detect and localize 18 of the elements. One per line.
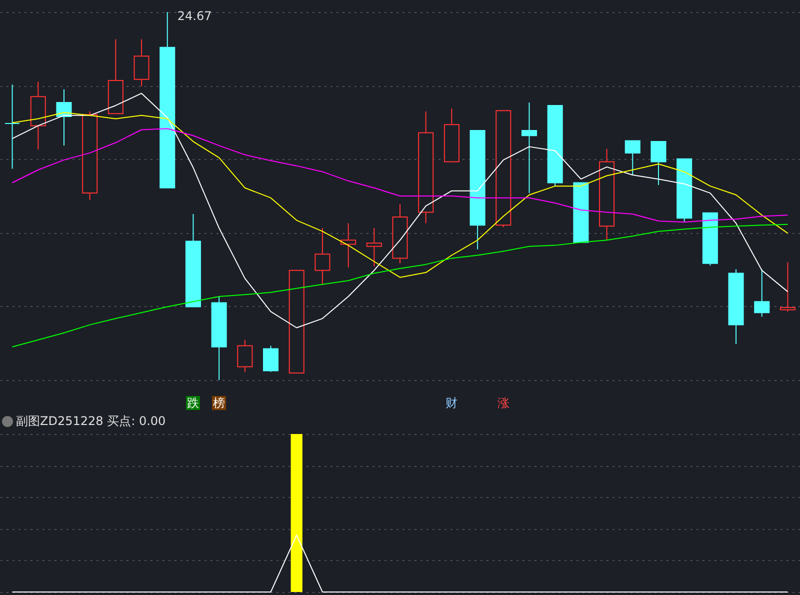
candlestick: [237, 339, 253, 372]
candlestick: [340, 222, 356, 268]
chart-title: 副图ZD251228 买点: 0.00: [16, 414, 166, 428]
candlestick: [624, 140, 640, 176]
candlestick: [262, 345, 279, 372]
candlestick: [650, 141, 666, 186]
candlestick: [521, 102, 538, 194]
candlestick: [314, 228, 330, 285]
text: 涨: [496, 396, 510, 410]
text: 榜: [212, 396, 226, 410]
candlestick: [134, 38, 150, 87]
candlestick: [4, 84, 20, 170]
candlestick: [780, 262, 796, 312]
text: 财: [444, 396, 459, 410]
text: 跌: [186, 396, 200, 410]
candlestick: [754, 268, 770, 318]
annotation: 24.67: [177, 9, 212, 23]
candlestick: [366, 228, 382, 267]
